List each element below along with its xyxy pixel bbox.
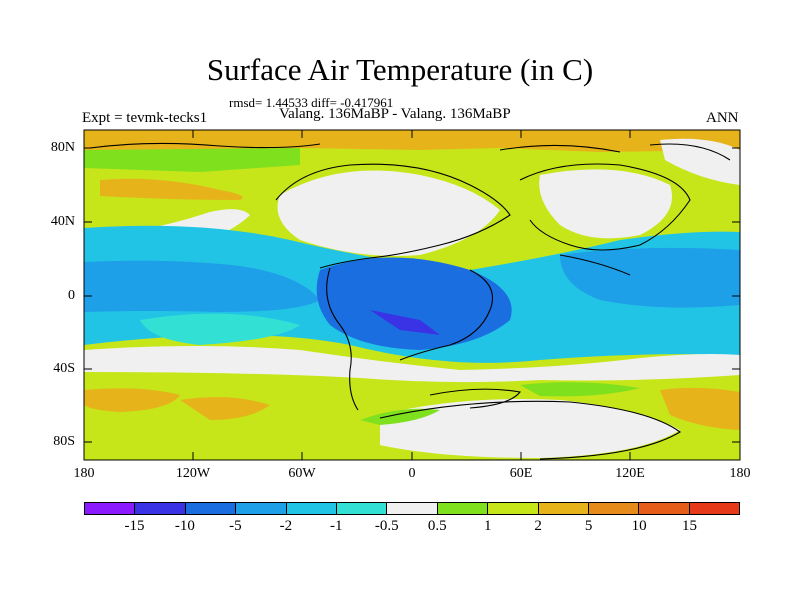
colorbar-box [135,503,186,514]
pacific-blue [84,260,320,312]
axis-ticks [84,130,740,460]
stats-line: rmsd= 1.44533 diff= -0.417961 [229,95,394,110]
colorbar-box [185,503,237,514]
colorbar-box [286,503,337,514]
colorbar-label: -0.5 [374,518,399,534]
lon-label: 180 [73,466,95,481]
north-continent-white [277,170,500,256]
colorbar-label: -1 [330,518,343,534]
colorbar [84,502,740,515]
season-label: ANN [706,110,739,126]
antarctic-edge-green [360,408,440,425]
colorbar-label: 2 [534,518,542,534]
colorbar-label: 1 [483,518,492,534]
central-darkest [370,310,440,335]
colorbar-label: 5 [584,518,593,534]
lon-label: 60E [509,466,533,481]
south-warm-2 [180,396,270,420]
colorbar-box [488,503,539,514]
colorbar-box [588,503,640,514]
colorbar-label: 0.5 [427,518,447,534]
central-deep-blue [316,257,512,350]
colorbar-label: -2 [279,518,293,534]
colorbar-label: 15 [682,518,698,534]
south-green-patch [520,382,640,397]
colorbar-label: -15 [124,518,145,534]
lon-label: 120W [175,466,211,481]
lon-label: 180 [729,466,751,481]
south-pacific-cyan [140,313,300,345]
arctic-green-band [84,148,300,172]
colorbar-box [437,503,489,514]
southern-white-band [84,346,740,383]
lat-label: 80S [53,434,75,449]
lon-label: 60W [288,466,316,481]
colorbar-label: 10 [631,518,647,534]
lat-label: 40N [50,214,75,229]
ne-white [660,138,740,185]
pacific-warm-blob [100,178,243,200]
lat-label: 80N [50,140,75,155]
map-fields [84,130,740,460]
colorbar-label: -10 [174,518,195,534]
map-title: Surface Air Temperature (in C) [206,52,594,87]
colorbar-box [85,503,136,514]
coastlines [89,142,731,460]
lat-label: 0 [68,288,75,303]
colorbar-box [538,503,589,514]
lon-label: 120E [615,466,645,481]
south-warm-3 [660,387,740,430]
colorbar-box [336,503,388,514]
lon-label: 0 [408,466,416,481]
colorbar-box [387,503,438,514]
antarctic-white [380,399,680,458]
asia-white [539,169,672,239]
colorbar-box [689,503,740,514]
south-warm-1 [84,388,180,412]
colorbar-box [639,503,690,514]
lat-label: 40S [53,361,75,376]
subtitle: Valang. 136MaBP - Valang. 136MaBP [279,106,511,122]
colorbar-label: -5 [229,518,242,534]
colorbar-box [236,503,287,514]
experiment-label: Expt = tevmk-tecks1 [82,110,208,126]
east-blue [560,247,740,308]
